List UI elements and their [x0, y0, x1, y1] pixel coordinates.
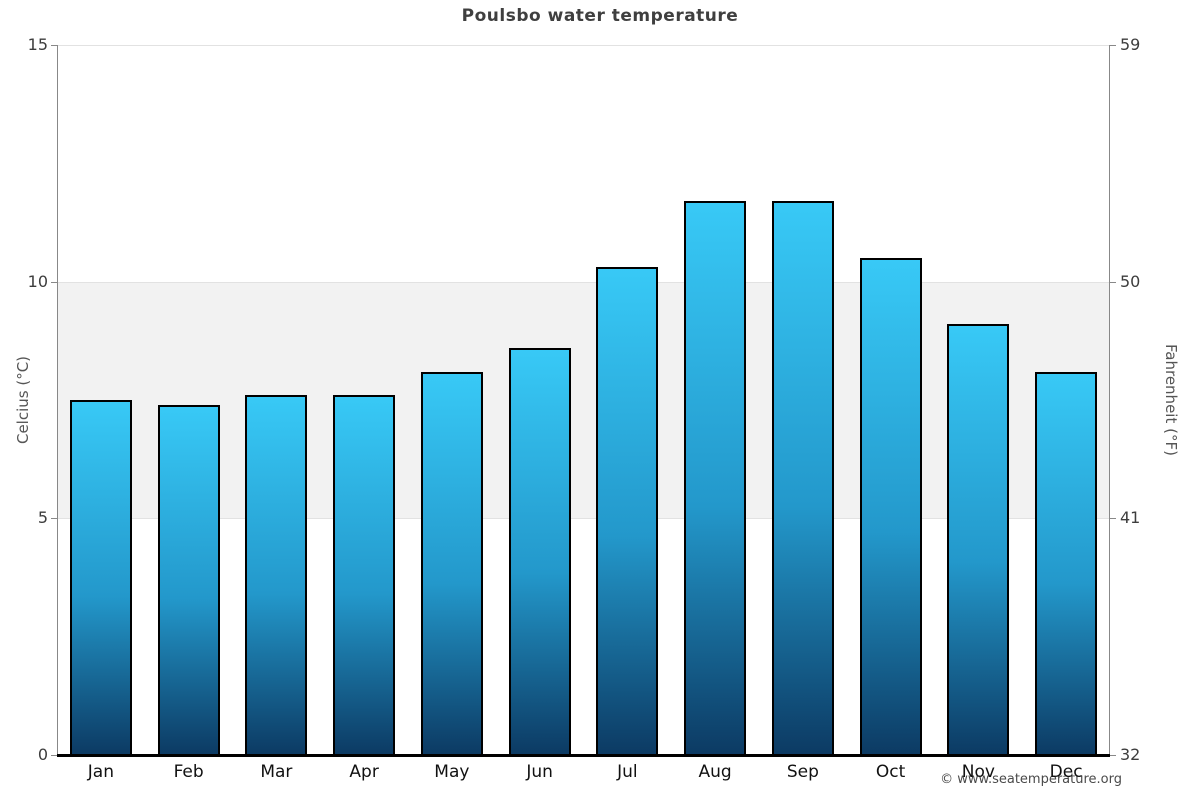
y-tick-label-right-32: 32: [1120, 745, 1141, 764]
shaded-band-5-10c: [57, 281, 1110, 519]
x-tick-label-may: May: [434, 762, 470, 782]
x-tick-label-dec: Dec: [1049, 762, 1083, 782]
gridline-10c: [57, 281, 1110, 283]
x-tick-label-jun: Jun: [526, 762, 553, 782]
bar-dec: [1035, 371, 1098, 755]
x-tick-label-aug: Aug: [698, 762, 732, 782]
y-tick-label-right-50: 50: [1120, 271, 1141, 291]
y-tick-mark-left-10: [51, 281, 57, 283]
bar-mar: [245, 395, 308, 755]
y-tick-mark-left-5: [51, 518, 57, 520]
plot-area: [57, 45, 1110, 757]
footer-credit: © www.seatemperature.org: [940, 772, 1122, 787]
y-axis-label-celsius: Celcius (°C): [14, 355, 32, 445]
bar-apr: [333, 395, 396, 755]
y-tick-mark-left-15: [51, 45, 57, 46]
gridline-15c: [57, 45, 1110, 46]
bar-jan: [69, 400, 132, 755]
gridline-5c: [57, 518, 1110, 520]
bar-aug: [684, 201, 747, 755]
y-axis-right-line: [1109, 45, 1110, 755]
x-tick-label-feb: Feb: [173, 762, 204, 782]
bar-jun: [508, 347, 571, 755]
y-tick-mark-right-32: [1110, 755, 1116, 756]
y-axis-left-line: [57, 45, 58, 755]
y-tick-label-left-0: 0: [37, 745, 48, 764]
x-tick-label-nov: Nov: [961, 762, 995, 782]
x-tick-label-jan: Jan: [87, 762, 114, 782]
y-tick-label-right-59: 59: [1120, 35, 1141, 54]
x-tick-label-oct: Oct: [875, 762, 906, 782]
bar-oct: [859, 258, 922, 755]
y-tick-label-left-15: 15: [27, 35, 48, 54]
bar-may: [420, 371, 483, 755]
bar-sep: [771, 201, 834, 755]
y-tick-label-left-10: 10: [27, 271, 48, 291]
x-tick-label-mar: Mar: [260, 762, 293, 782]
bar-jul: [596, 267, 659, 755]
bar-nov: [947, 324, 1010, 755]
y-tick-label-left-5: 5: [37, 508, 48, 528]
x-axis-line: [57, 754, 1110, 757]
x-tick-label-apr: Apr: [349, 762, 379, 782]
x-tick-label-sep: Sep: [786, 762, 819, 782]
chart-title: Poulsbo water temperature: [461, 6, 739, 26]
y-axis-label-fahrenheit: Fahrenheit (°F): [1162, 344, 1180, 456]
y-tick-mark-left-0: [51, 755, 57, 756]
x-tick-label-jul: Jul: [617, 762, 638, 782]
y-tick-mark-right-59: [1110, 45, 1116, 46]
y-tick-mark-right-41: [1110, 518, 1116, 520]
y-tick-label-right-41: 41: [1120, 508, 1141, 528]
y-tick-mark-right-50: [1110, 281, 1116, 283]
bar-feb: [157, 404, 220, 755]
